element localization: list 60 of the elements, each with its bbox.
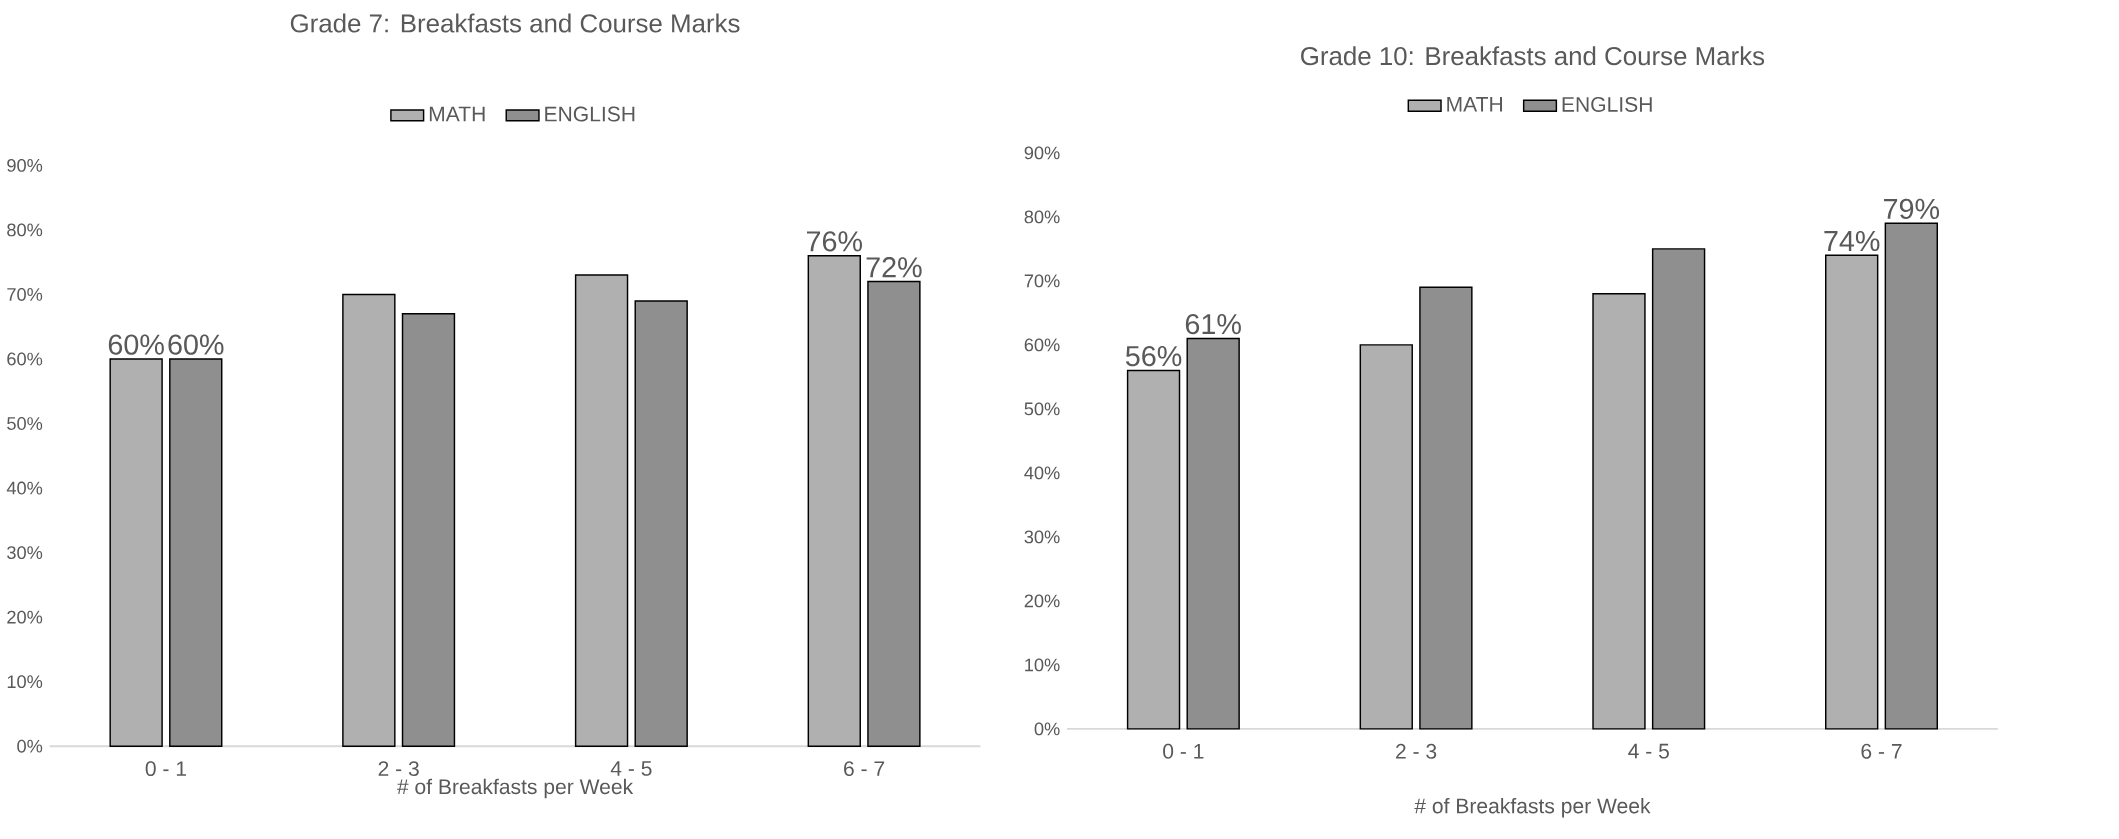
- legend-label: ENGLISH: [545, 106, 635, 122]
- bar: [342, 293, 396, 748]
- x-tick-label: 0 - 1: [145, 761, 186, 777]
- y-tick-label: 20%: [7, 610, 43, 624]
- y-tick-label: 40%: [1024, 466, 1060, 480]
- y-tick-label: 90%: [7, 159, 43, 173]
- bar: [1884, 222, 1938, 730]
- x-tick-label: 2 - 3: [378, 761, 419, 777]
- legend-label: MATH: [1447, 97, 1502, 112]
- bar: [574, 274, 629, 748]
- y-tick-label: 10%: [7, 675, 43, 689]
- y-tick-label: 80%: [1024, 210, 1060, 224]
- legend-label: ENGLISH: [1562, 97, 1652, 113]
- y-tick-label: 30%: [1024, 530, 1060, 544]
- data-label: 60%: [168, 334, 224, 355]
- x-tick-label: 2 - 3: [1396, 744, 1437, 759]
- bar: [109, 358, 163, 748]
- data-label: 72%: [866, 257, 922, 278]
- x-tick-label: 4 - 5: [1628, 744, 1669, 759]
- x-axis-title: # of Breakfasts per Week: [396, 778, 634, 799]
- y-tick-label: 70%: [1024, 274, 1060, 288]
- data-label: 74%: [1824, 231, 1880, 252]
- bar: [401, 313, 456, 748]
- y-tick-label: 10%: [1025, 658, 1060, 672]
- bar: [807, 255, 861, 748]
- y-tick-label: 90%: [1024, 146, 1060, 160]
- chart-title: Grade 10: Breakfasts and Course Marks: [1301, 46, 1765, 66]
- y-tick-label: 50%: [1024, 402, 1060, 416]
- y-tick-label: 20%: [1024, 594, 1060, 608]
- data-label: 61%: [1185, 314, 1241, 335]
- data-label: 60%: [108, 334, 164, 355]
- bar: [1419, 286, 1473, 730]
- data-label: 76%: [806, 231, 862, 252]
- bar: [1359, 344, 1413, 730]
- y-tick-label: 60%: [1024, 338, 1060, 352]
- data-label: 56%: [1125, 346, 1182, 367]
- y-tick-label: 0%: [17, 739, 43, 753]
- x-axis-title: # of Breakfasts per Week: [1414, 798, 1651, 818]
- y-tick-label: 30%: [7, 546, 43, 560]
- y-tick-label: 70%: [7, 288, 43, 302]
- x-tick-label: 6 - 7: [844, 761, 885, 777]
- legend-label: MATH: [429, 106, 485, 122]
- bar: [1592, 293, 1646, 730]
- y-tick-label: 60%: [7, 352, 43, 366]
- bar: [1186, 338, 1240, 730]
- y-tick-label: 80%: [7, 223, 43, 237]
- y-tick-label: 0%: [1034, 722, 1060, 736]
- bar: [1126, 370, 1181, 730]
- chart-title: Grade 7: Breakfasts and Course Marks: [290, 13, 740, 33]
- y-tick-label: 40%: [6, 481, 43, 495]
- x-tick-label: 4 - 5: [610, 761, 652, 777]
- x-tick-label: 0 - 1: [1163, 744, 1204, 759]
- y-tick-label: 50%: [7, 417, 43, 431]
- bar: [1825, 254, 1879, 730]
- data-label: 79%: [1884, 198, 1940, 220]
- bar: [169, 358, 223, 748]
- bar: [634, 300, 688, 748]
- x-tick-label: 6 - 7: [1861, 744, 1902, 759]
- bar: [867, 281, 921, 748]
- bar: [1651, 248, 1706, 730]
